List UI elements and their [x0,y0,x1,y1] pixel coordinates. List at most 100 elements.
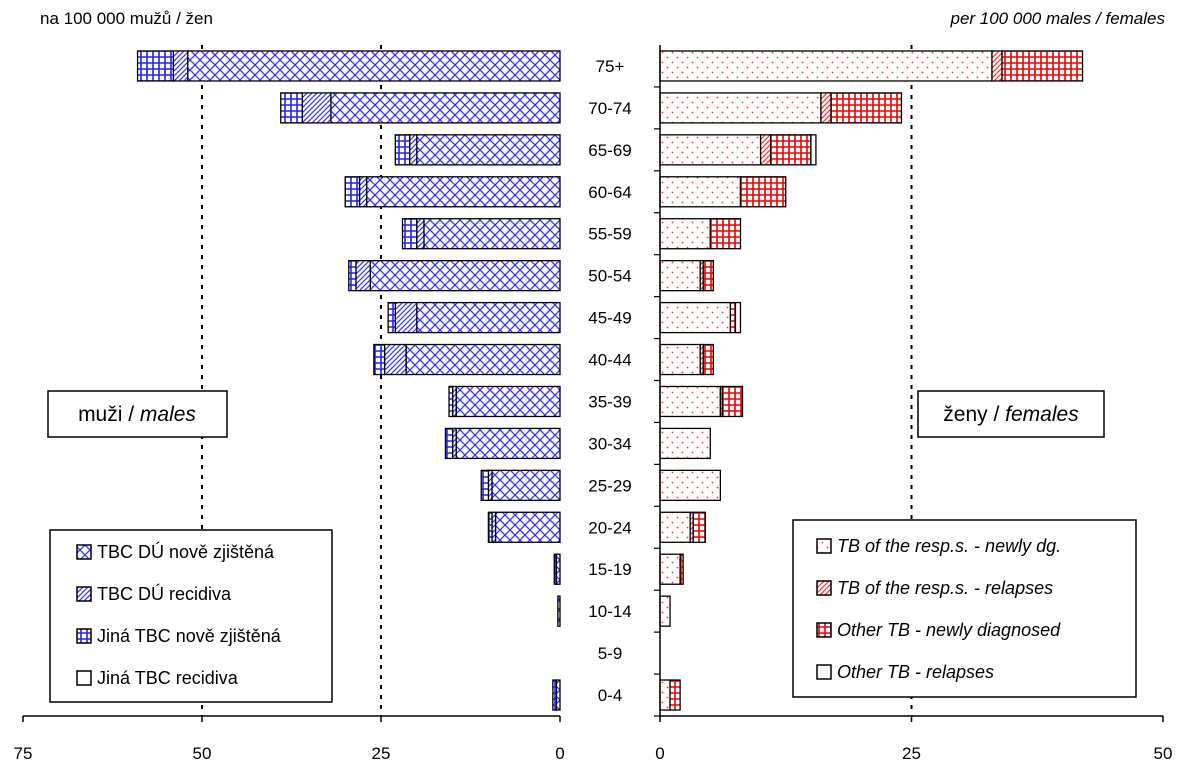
females-label-box: ženy / females [917,390,1105,438]
left-legend-swatch-jin-tbc-recidiva [76,670,92,686]
age-label-20-24: 20-24 [588,518,631,537]
right-bar-70-74-tb-of-the-resp-s-newly-dg [659,92,822,124]
age-label-65-69: 65-69 [588,141,631,160]
left-bar-25-29-tbc-d-nov-zji-t-n [491,469,561,501]
left-bar-75+-jin-tbc-nov-zji-t-n [136,50,175,82]
left-bar-70-74-tbc-d-recidiva [301,92,332,124]
right-legend-swatch-other-tb-newly-diagnosed [816,622,832,638]
left-gridlines [201,45,382,716]
right-bar-45-49-tb-of-the-resp-s-newly-dg [659,301,732,334]
left-bar-35-39-jin-tbc-nov-zji-t-n [448,385,454,418]
left-bar-60-64-jin-tbc-nov-zji-t-n [344,176,361,208]
right-bar-45-49-other-tb-relapses [734,301,742,334]
right-legend-label-other-tb-newly-diagnosed: Other TB - newly diagnosed [837,620,1061,640]
left-bar-60-64-tbc-d-nov-zji-t-n [366,176,561,208]
left-bar-30-34-jin-tbc-nov-zji-t-n [444,427,454,460]
left-legend-label-tbc-d-nov-zji-t-n: TBC DÚ nově zjištěná [97,541,275,562]
right-legend-label-tb-of-the-resp-s-relapses: TB of the resp.s. - relapses [837,578,1053,598]
left-legend-swatch-jin-tbc-nov-zji-t-n [76,628,92,644]
right-bar-35-39-tb-of-the-resp-s-newly-dg [659,385,722,418]
right-bar-35-39-other-tb-newly-diagnosed [721,385,744,418]
left-legend-swatch-tbc-d-nov-zji-t-n [76,544,92,560]
right-bar-10-14-tb-of-the-resp-s-newly-dg [659,595,671,627]
left-bar-20-24-jin-tbc-nov-zji-t-n [487,511,493,543]
left-bar-40-44-jin-tbc-nov-zji-t-n [373,343,386,376]
age-label-35-39: 35-39 [588,392,631,411]
left-bar-50-54-tbc-d-recidiva [355,260,371,292]
left-legend-swatch-tbc-d-recidiva [76,586,92,602]
age-label-5-9: 5-9 [598,644,623,663]
left-bar-35-39-tbc-d-nov-zji-t-n [455,385,561,418]
left-bar-55-59-jin-tbc-nov-zji-t-n [401,218,418,250]
right-legend-label-tb-of-the-resp-s-newly-dg: TB of the resp.s. - newly dg. [837,536,1061,556]
age-label-30-34: 30-34 [588,434,631,453]
left-bar-75+-tbc-d-recidiva [172,50,189,82]
left-bar-40-44-tbc-d-recidiva [383,343,407,376]
females-legend: TB of the resp.s. - newly dg. TB of the r… [792,519,1137,698]
right-bar-55-59-other-tb-newly-diagnosed [709,218,742,250]
left-tick-label-0: 0 [555,744,564,763]
age-label-45-49: 45-49 [588,309,631,328]
left-bar-10-14-tbc-d-nov-zji-t-n [557,595,561,627]
right-bar-65-69-other-tb-newly-diagnosed [770,134,812,166]
left-x-ticks: 0 25 50 75 [14,716,565,763]
left-bar-45-49-jin-tbc-nov-zji-t-n [387,301,396,334]
right-bar-25-29-tb-of-the-resp-s-newly-dg [659,469,722,501]
right-bar-40-44-tb-of-the-resp-s-newly-dg [659,343,701,376]
left-bar-0-4-jin-tbc-nov-zji-t-n [552,679,558,711]
left-bar-30-34-tbc-d-nov-zji-t-n [455,427,561,460]
left-legend-label-jin-tbc-recidiva: Jiná TBC recidiva [97,668,239,688]
right-bar-50-54-other-tb-newly-diagnosed [702,260,714,292]
right-x-ticks: 0 25 50 [655,716,1172,763]
right-bar-65-69-tb-of-the-resp-s-newly-dg [659,134,762,166]
right-bar-0-4-other-tb-newly-diagnosed [669,679,681,711]
males-legend: TBC DÚ nově zjištěná TBC DÚ recidiva Jiná … [49,529,333,703]
right-legend-label-other-tb-relapses: Other TB - relapses [837,662,994,682]
males-label-box: muži / males [47,390,228,438]
right-legend-swatch-tb-of-the-resp-s-newly-dg [816,538,832,554]
left-bar-40-44-tbc-d-nov-zji-t-n [405,343,561,376]
age-label-60-64: 60-64 [588,183,631,202]
age-label-0-4: 0-4 [598,686,623,705]
left-legend-label-tbc-d-recidiva: TBC DÚ recidiva [97,583,232,604]
left-bar-70-74-tbc-d-nov-zji-t-n [330,92,561,124]
age-label-75+: 75+ [596,57,625,76]
left-bar-55-59-tbc-d-recidiva [416,218,425,250]
left-bars [136,50,561,711]
right-unit-label: per 100 000 males / females [949,9,1165,28]
right-bar-15-19-other-tb-newly-diagnosed [679,553,684,585]
left-bar-50-54-tbc-d-nov-zji-t-n [369,260,561,292]
left-bar-65-69-tbc-d-nov-zji-t-n [416,134,561,166]
left-tick-label-75: 75 [14,744,33,763]
right-bar-55-59-tb-of-the-resp-s-newly-dg [659,218,711,250]
right-tick-label-50: 50 [1154,744,1173,763]
left-legend-label-jin-tbc-nov-zji-t-n: Jiná TBC nově zjištěná [97,626,282,646]
right-bar-75+-other-tb-newly-diagnosed [1001,50,1084,82]
left-bar-15-19-jin-tbc-nov-zji-t-n [553,553,558,585]
left-tick-label-50: 50 [193,744,212,763]
age-group-labels: 0-4 5-9 10-14 15-19 20-24 25-29 30-34 35-39 40-4… [588,57,660,717]
right-bar-20-24-other-tb-newly-diagnosed [692,511,706,543]
right-bar-40-44-other-tb-newly-diagnosed [702,343,714,376]
left-bar-55-59-tbc-d-nov-zji-t-n [423,218,561,250]
right-legend-swatch-other-tb-relapses [816,664,832,680]
left-bar-25-29-jin-tbc-nov-zji-t-n [480,469,490,501]
right-bar-70-74-other-tb-newly-diagnosed [830,92,903,124]
left-unit-label: na 100 000 mužů / žen [40,9,213,28]
left-bar-45-49-tbc-d-recidiva [394,301,418,334]
right-bar-45-49-other-tb-newly-diagnosed [729,301,737,334]
left-bar-50-54-jin-tbc-nov-zji-t-n [348,260,357,292]
right-bars [659,50,1084,711]
right-bar-30-34-tb-of-the-resp-s-newly-dg [659,427,711,460]
left-bar-65-69-tbc-d-recidiva [408,134,418,166]
right-bar-20-24-tb-of-the-resp-s-newly-dg [659,511,691,543]
right-bar-75+-tb-of-the-resp-s-relapses [991,50,1003,82]
right-bar-15-19-tb-of-the-resp-s-newly-dg [659,553,681,585]
right-tick-label-25: 25 [902,744,921,763]
left-bar-75+-tbc-d-nov-zji-t-n [187,50,561,82]
right-bar-50-54-tb-of-the-resp-s-newly-dg [659,260,701,292]
right-bar-65-69-tb-of-the-resp-s-relapses [759,134,772,166]
age-label-70-74: 70-74 [588,99,631,118]
age-label-55-59: 55-59 [588,225,631,244]
